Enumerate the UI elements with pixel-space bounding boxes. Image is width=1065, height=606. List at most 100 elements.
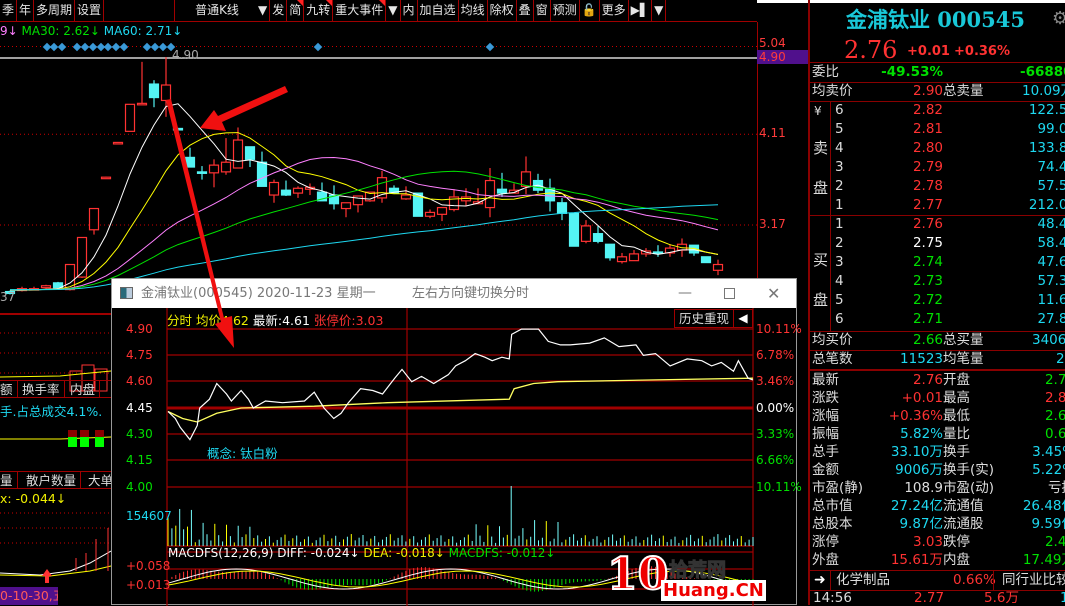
- signal-diamond: [42, 42, 52, 52]
- buy-side-label: 买盘: [813, 251, 829, 309]
- tab-quantity[interactable]: 量: [0, 472, 18, 489]
- limit-value: 3.03: [355, 313, 384, 328]
- toolbar-item[interactable]: 普通K线 ▼: [174, 0, 271, 21]
- gear-icon[interactable]: ⚙: [1052, 8, 1065, 29]
- popup-title-bar[interactable]: 金浦钛业(000545) 2020-11-23 星期一 左右方向键切换分时 — …: [112, 279, 796, 308]
- toolbar-item[interactable]: 九转: [304, 0, 334, 21]
- buys-row[interactable]: 6 2.71 27.8万: [810, 310, 1065, 329]
- buys-row[interactable]: 5 2.72 11.6万: [810, 291, 1065, 310]
- signal-diamond: [485, 42, 495, 52]
- industry-row[interactable]: ➜ 化学制品 0.66% 同行业比较: [810, 571, 1065, 590]
- axis-label-411: 4.11: [759, 126, 786, 140]
- toolbar-item[interactable]: 发: [270, 0, 288, 21]
- right-axis-label: 3.33%: [756, 427, 795, 441]
- stat-label-2: 换手(实): [943, 462, 995, 478]
- tab-inner[interactable]: 内盘: [66, 381, 101, 398]
- candle: [292, 186, 304, 198]
- candle: [100, 176, 112, 180]
- toolbar-item[interactable]: ▶▌: [629, 0, 653, 21]
- toolbar-item[interactable]: 重大事件: [333, 0, 387, 21]
- buys-row[interactable]: 1 2.76 48.4万: [810, 215, 1065, 234]
- toolbar-item[interactable]: 除权: [488, 0, 517, 21]
- weibi-pct: -49.53%: [881, 64, 943, 80]
- popup-title: 金浦钛业(000545) 2020-11-23 星期一: [141, 286, 376, 301]
- toolbar-item[interactable]: 窗: [534, 0, 551, 21]
- stat-value-2: 2.48: [1044, 534, 1065, 550]
- signal-diamond: [111, 42, 121, 52]
- avg-sell-label: 均卖价: [812, 83, 853, 99]
- level: 6: [835, 102, 844, 118]
- buy-signal-arrow-icon: [42, 569, 52, 583]
- signal-diamond: [96, 42, 106, 52]
- toolbar-item[interactable]: 预测: [551, 0, 580, 21]
- tab-amount[interactable]: 额: [0, 381, 18, 398]
- sells-row[interactable]: 2 2.78 57.5万: [810, 177, 1065, 196]
- stat-row: 涨幅 +0.36% 最低 2.65: [810, 407, 1065, 425]
- stat-label: 金额: [812, 462, 839, 478]
- ma20-line: [9, 156, 719, 291]
- ma-label: MA30: 2.62↓: [17, 24, 100, 38]
- stat-row: 涨停 3.03 跌停 2.48: [810, 533, 1065, 551]
- signal-diamond: [158, 42, 168, 52]
- stat-label: 外盘: [812, 552, 839, 568]
- volume: 122.5万: [1028, 102, 1065, 118]
- expand-arrow-icon[interactable]: ➜: [814, 572, 826, 588]
- candle: [124, 103, 136, 132]
- toolbar-item[interactable]: 叠: [517, 0, 534, 21]
- avg-price-line: [167, 377, 754, 423]
- toolbar-item[interactable]: 季: [0, 0, 18, 21]
- high-price-label: 4.90: [172, 48, 199, 62]
- minimize-button[interactable]: —: [678, 285, 692, 301]
- price: 2.77: [912, 197, 943, 213]
- indicator-value: x: -0.044↓: [0, 491, 67, 506]
- industry-compare-button[interactable]: 同行业比较: [1002, 572, 1065, 588]
- toolbar-item[interactable]: 加自选: [418, 0, 459, 21]
- level: 1: [835, 216, 844, 232]
- candle: [580, 220, 592, 244]
- ma5-line: [9, 103, 719, 291]
- candle: [88, 207, 100, 235]
- intraday-popup-window: 金浦钛业(000545) 2020-11-23 星期一 左右方向键切换分时 — …: [111, 278, 802, 606]
- sells-row[interactable]: 3 2.79 74.4万: [810, 158, 1065, 177]
- stat-label: 最新: [812, 372, 839, 388]
- toolbar-item[interactable]: 设置: [75, 0, 105, 21]
- toolbar-item[interactable]: 内: [401, 0, 418, 21]
- buys-row[interactable]: 3 2.74 47.6万: [810, 253, 1065, 272]
- tick-row: 14:56 2.77 5.6万 1: [810, 589, 1065, 605]
- toolbar-item[interactable]: 简: [287, 0, 305, 21]
- candle: [160, 57, 172, 117]
- stat-value: 9006万: [895, 462, 943, 478]
- candle: [436, 206, 448, 222]
- toolbar-item[interactable]: 🔓: [580, 0, 600, 21]
- maximize-button[interactable]: [724, 288, 735, 299]
- toolbar-item[interactable]: 多周期: [34, 0, 76, 21]
- tab-retail-count[interactable]: 散户数量: [22, 472, 82, 489]
- buys-row[interactable]: 4 2.73 57.3万: [810, 272, 1065, 291]
- toolbar-item[interactable]: ▼: [386, 0, 401, 21]
- sells-row[interactable]: 5 2.81 99.0万: [810, 120, 1065, 139]
- price: 2.74: [912, 254, 943, 270]
- toolbar-item[interactable]: 均线: [459, 0, 488, 21]
- sells-row[interactable]: 6 2.82 122.5万: [810, 101, 1065, 120]
- stat-label-2: 跌停: [943, 534, 970, 550]
- price: 2.80: [912, 140, 943, 156]
- sells-row[interactable]: 1 2.77 212.0万: [810, 196, 1065, 215]
- toolbar-item[interactable]: 更多: [600, 0, 629, 21]
- industry-name[interactable]: 化学制品: [836, 572, 890, 588]
- tab-turnover[interactable]: 换手率: [18, 381, 65, 398]
- signal-diamond: [72, 42, 82, 52]
- buys-row[interactable]: 2 2.75 58.4万: [810, 234, 1065, 253]
- stat-label: 总股本: [812, 516, 853, 532]
- tab-big-order[interactable]: 大单: [84, 472, 111, 489]
- stat-row: 市盈(静) 108.9 市盈(动) 亏损: [810, 479, 1065, 497]
- level: 4: [835, 140, 844, 156]
- candle: [532, 173, 544, 194]
- sells-row[interactable]: 4 2.80 133.8万: [810, 139, 1065, 158]
- close-button[interactable]: ✕: [767, 284, 781, 303]
- signal-diamond: [88, 42, 98, 52]
- toolbar-item[interactable]: 年: [17, 0, 35, 21]
- left-axis-label: 4.30: [126, 427, 153, 441]
- last-price: 2.76: [844, 36, 898, 64]
- toolbar-item[interactable]: ▼: [652, 0, 667, 21]
- kline-chart[interactable]: [0, 22, 757, 322]
